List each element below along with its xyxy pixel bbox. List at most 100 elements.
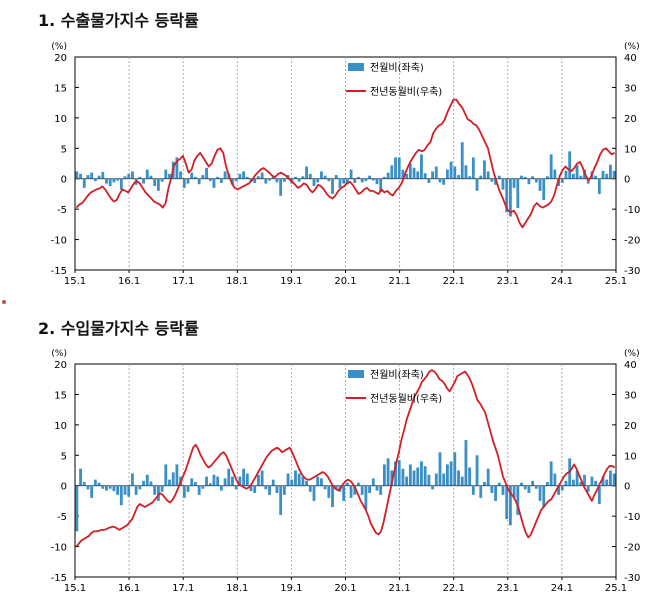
bar-mark [260, 172, 264, 179]
x-tick-label: 20.1 [334, 583, 356, 594]
bar-mark [260, 470, 264, 486]
bar-mark [327, 178, 331, 182]
bar-mark [434, 166, 438, 179]
bar-mark [583, 474, 586, 486]
y-left-tick-label: 5 [61, 451, 67, 462]
bar-mark [420, 154, 423, 179]
bar-mark [416, 171, 420, 179]
bar-mark [93, 178, 97, 182]
bar-mark [134, 485, 138, 495]
bar-mark [264, 178, 268, 184]
bar-mark [586, 178, 590, 184]
bar-mark [186, 485, 190, 492]
x-tick-label: 21.1 [388, 583, 410, 594]
x-tick-label: 23.1 [497, 583, 519, 594]
bar-mark [190, 172, 194, 179]
bar-mark [153, 178, 157, 187]
bar-mark [268, 485, 271, 495]
bar-mark [131, 171, 134, 179]
bar-mark [268, 178, 271, 181]
bar-mark [105, 178, 108, 184]
bar-mark [97, 482, 101, 486]
bar-mark [579, 482, 583, 486]
bar-mark [164, 464, 168, 486]
bar-mark [434, 473, 438, 486]
y-right-tick-label: 0 [624, 482, 630, 493]
bar-mark [282, 485, 286, 495]
bar-mark [512, 485, 516, 498]
bar-mark [494, 485, 497, 501]
bar-mark [138, 485, 142, 490]
bar-mark [449, 161, 453, 179]
bar-mark [320, 478, 323, 486]
bar-mark [523, 485, 527, 490]
bar-mark [431, 171, 434, 179]
export-price-chart-svg: 15.1 16.1 17.1 18.1 19.1 20.1 21.1 22.1 23.1 24.1… [51, 42, 641, 287]
bar-mark [527, 485, 531, 494]
y-right-tick-label: -10 [624, 205, 640, 216]
x-tick-label: 23.1 [497, 276, 519, 287]
bar-mark [345, 178, 349, 185]
bar-mark [320, 171, 323, 179]
bar-mark [423, 466, 427, 486]
bar-mark [138, 176, 142, 179]
bar-mark [86, 485, 90, 490]
y-left-unit: (%) [51, 349, 67, 359]
bar-mark [153, 485, 157, 495]
bar-mark [508, 485, 512, 526]
bar-mark [145, 169, 149, 179]
bar-mark [301, 176, 305, 179]
bar-mark [205, 476, 208, 486]
bar-mark [97, 175, 101, 179]
bar-mark [375, 485, 379, 491]
bar-mark [279, 178, 283, 196]
bar-mark [112, 485, 116, 492]
bar-mark [401, 468, 405, 486]
bar-mark [316, 476, 320, 486]
bar-mark [386, 458, 390, 486]
legend-swatch-bar [348, 370, 364, 378]
bar-mark [219, 178, 223, 183]
bar-mark [312, 178, 316, 187]
bar-mark [323, 485, 327, 490]
bar-mark [486, 468, 490, 486]
bar-mark [82, 482, 86, 486]
x-tick-label: 17.1 [172, 583, 194, 594]
bar-mark [194, 482, 197, 486]
bar-mark [338, 178, 342, 188]
bar-mark [257, 176, 260, 179]
bar-mark [527, 178, 531, 185]
bar-mark [508, 178, 512, 217]
bar-mark [257, 474, 260, 486]
bar-mark [79, 468, 82, 486]
bar-mark [286, 473, 290, 486]
bar-mark [168, 479, 171, 486]
bar-mark [105, 485, 108, 491]
bar-mark [375, 178, 379, 185]
x-tick-label: 21.1 [388, 276, 410, 287]
bar-mark [216, 176, 220, 179]
bar-mark [560, 178, 564, 183]
bar-mark [275, 178, 279, 183]
legend-label-bar: 전월비(좌축) [370, 62, 424, 74]
bar-mark [609, 470, 612, 486]
y-left-tick-label: 0 [61, 482, 67, 493]
bar-mark [357, 482, 360, 486]
bar-mark [101, 172, 105, 179]
bar-mark [534, 178, 538, 183]
bar-mark [427, 474, 431, 486]
bar-mark [127, 485, 131, 497]
yoy-line [75, 369, 616, 548]
bar-mark [197, 178, 201, 185]
bar-mark [460, 142, 464, 179]
bar-mark [149, 175, 153, 179]
x-tick-label: 24.1 [551, 583, 573, 594]
bar-mark [223, 171, 227, 179]
bar-mark [397, 157, 401, 179]
bar-mark [156, 178, 160, 191]
chart-title: 1. 수출물가지수 등락률 [38, 11, 199, 30]
bar-mark [453, 452, 457, 486]
legend-label-line: 전년동월비(우축) [370, 86, 442, 98]
y-right-unit: (%) [624, 349, 640, 359]
bar-mark [123, 485, 127, 495]
